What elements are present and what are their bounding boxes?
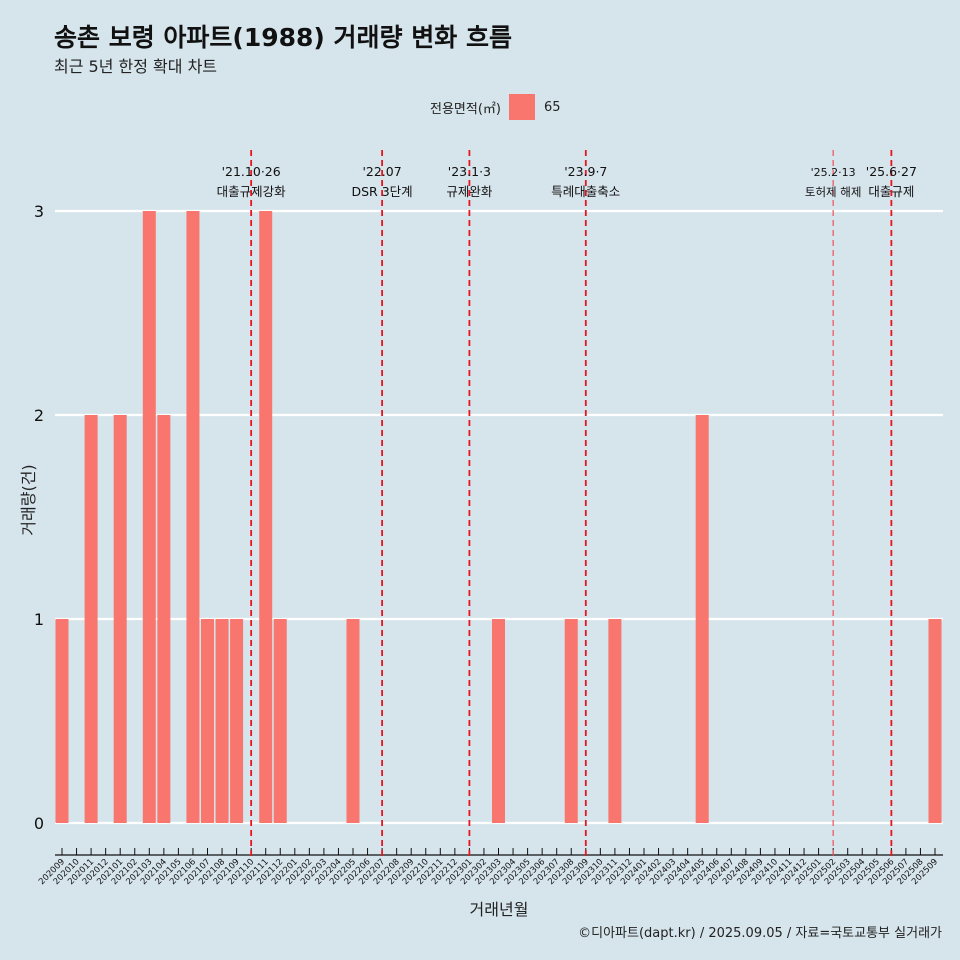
event-label: 규제완화	[446, 184, 493, 199]
legend-title: 전용면적(㎡)	[430, 101, 501, 117]
y-axis-title: 거래량(건)	[19, 464, 38, 535]
event-date: '25.6·27	[866, 164, 917, 179]
event-label: DSR 3단계	[352, 184, 413, 199]
bar	[564, 619, 578, 823]
legend: 전용면적(㎡) 65	[430, 94, 561, 120]
event-date: '22.07	[362, 164, 401, 179]
chart-subtitle: 최근 5년 한정 확대 차트	[54, 57, 218, 76]
bar	[230, 619, 244, 823]
bar	[695, 415, 709, 823]
bar	[492, 619, 505, 823]
event-label: 대출규제강화	[217, 184, 287, 199]
bar	[157, 415, 171, 823]
bar	[608, 619, 622, 823]
event-date: '23.1·3	[448, 164, 491, 179]
event-date: '21.10·26	[222, 164, 281, 179]
bar	[142, 211, 156, 823]
event-label: 대출규제	[868, 184, 914, 199]
y-tick-label: 0	[34, 814, 44, 833]
event-label: 특례대출축소	[551, 184, 620, 199]
caption: ©디아파트(dapt.kr) / 2025.09.05 / 자료=국토교통부 실…	[578, 926, 942, 941]
bar	[201, 619, 214, 823]
x-axis-title: 거래년월	[470, 900, 529, 919]
bar	[273, 619, 287, 823]
event-label: 토허제 해제	[805, 185, 862, 199]
bar	[186, 211, 200, 823]
legend-label: 65	[543, 99, 561, 115]
event-date: '23.9·7	[564, 164, 607, 179]
legend-swatch	[508, 94, 535, 120]
y-tick-label: 1	[34, 610, 44, 629]
bar	[113, 415, 127, 823]
bar	[928, 619, 942, 823]
y-tick-label: 2	[34, 406, 44, 425]
bar	[55, 619, 69, 823]
event-date: '25.2·13	[811, 166, 856, 179]
bar	[346, 619, 360, 823]
bar	[259, 211, 273, 823]
bar	[215, 619, 229, 823]
chart-title: 송촌 보령 아파트(1988) 거래량 변화 흐름	[54, 23, 512, 52]
bar	[84, 415, 98, 823]
y-tick-label: 3	[34, 202, 44, 221]
